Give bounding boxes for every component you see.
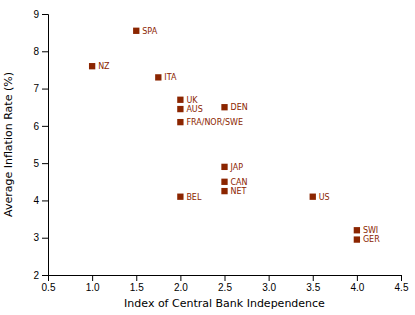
point (354, 236, 360, 242)
tick-mark (180, 275, 181, 281)
point-label: AUS (186, 105, 202, 114)
point (177, 97, 183, 103)
tick: 7 (33, 83, 48, 94)
y-axis: 2 3 4 5 6 7 8 9 (33, 9, 48, 281)
tick-label: 3.5 (306, 282, 320, 293)
tick-mark (42, 14, 48, 15)
plot: 0.5 1.0 1.5 2.0 2.5 3.0 3.5 4.0 4.5 2 3 4 5 6 7 8 9 NZ SPA… (33, 9, 408, 293)
point-label: CAN (231, 178, 248, 187)
tick-label: 0.5 (42, 282, 56, 293)
tick-mark (136, 275, 137, 281)
axis-line (42, 15, 49, 276)
tick-mark (225, 275, 226, 281)
tick-mark (357, 275, 358, 281)
tick-label: 3.0 (262, 282, 276, 293)
tick-label: 9 (33, 9, 39, 20)
point-label: SWI (363, 226, 378, 235)
tick: 1.5 (130, 275, 144, 293)
point-label: UK (186, 96, 198, 105)
tick: 4.5 (395, 275, 409, 293)
tick-label: 6 (33, 121, 39, 132)
tick: 2.0 (174, 275, 188, 293)
point-label: FRA/NOR/SWE (186, 118, 243, 127)
tick: 5 (33, 158, 48, 169)
axis-line (49, 276, 402, 282)
point (221, 104, 227, 110)
tick: 2 (33, 270, 48, 281)
tick-label: 5 (33, 158, 39, 169)
tick-label: 2.0 (174, 282, 188, 293)
tick-mark (42, 126, 48, 127)
tick-mark (42, 163, 48, 164)
point-label: ITA (164, 73, 177, 82)
tick-mark (92, 275, 93, 281)
y-axis-title: Average Inflation Rate (%) (2, 72, 15, 217)
tick: 6 (33, 121, 48, 132)
point-label: NZ (98, 62, 110, 71)
point (221, 188, 227, 194)
tick-mark (269, 275, 270, 281)
tick: 9 (33, 9, 48, 20)
tick: 8 (33, 46, 48, 57)
tick-mark (42, 238, 48, 239)
x-axis: 0.5 1.0 1.5 2.0 2.5 3.0 3.5 4.0 4.5 (42, 275, 409, 293)
tick-mark (42, 89, 48, 90)
tick-label: 4.5 (395, 282, 409, 293)
point-label: GER (363, 235, 380, 244)
x-axis-title: Index of Central Bank Independence (124, 297, 325, 310)
point (354, 227, 360, 233)
point (133, 28, 139, 34)
tick-mark (42, 200, 48, 201)
point (221, 164, 227, 170)
point (177, 106, 183, 112)
point-label: DEN (231, 103, 248, 112)
tick-mark (42, 275, 48, 276)
tick: 2.5 (218, 275, 232, 293)
tick: 3.0 (262, 275, 276, 293)
point-label: JAP (230, 163, 244, 172)
points (89, 28, 360, 243)
tick-mark (42, 51, 48, 52)
tick: 3.5 (306, 275, 320, 293)
tick-mark (401, 275, 402, 281)
point-label: BEL (186, 193, 202, 202)
point (177, 194, 183, 200)
point (310, 194, 316, 200)
tick-mark (313, 275, 314, 281)
tick-label: 1.5 (130, 282, 144, 293)
tick-label: 7 (33, 83, 39, 94)
point-label: SPA (142, 27, 157, 36)
point (155, 74, 161, 80)
chart: 0.5 1.0 1.5 2.0 2.5 3.0 3.5 4.0 4.5 2 3 4 5 6 7 8 9 NZ SPA… (0, 0, 415, 315)
tick-label: 3 (33, 232, 39, 243)
tick-label: 2 (33, 270, 39, 281)
tick-label: 8 (33, 46, 39, 57)
point-label: US (319, 193, 330, 202)
point (177, 119, 183, 125)
tick-label: 2.5 (218, 282, 232, 293)
point (221, 179, 227, 185)
tick: 3 (33, 232, 48, 243)
tick-label: 1.0 (86, 282, 100, 293)
tick-label: 4 (33, 195, 39, 206)
tick: 1.0 (86, 275, 100, 293)
tick-label: 4.0 (350, 282, 364, 293)
point (89, 63, 95, 69)
tick: 4 (33, 195, 48, 206)
point-label: NET (231, 187, 247, 196)
tick: 0.5 (42, 275, 56, 293)
tick: 4.0 (350, 275, 364, 293)
point-labels: NZ SPA ITA UKAUS FRA/NOR/SWE DEN BEL JAP CANNET U… (98, 27, 380, 245)
